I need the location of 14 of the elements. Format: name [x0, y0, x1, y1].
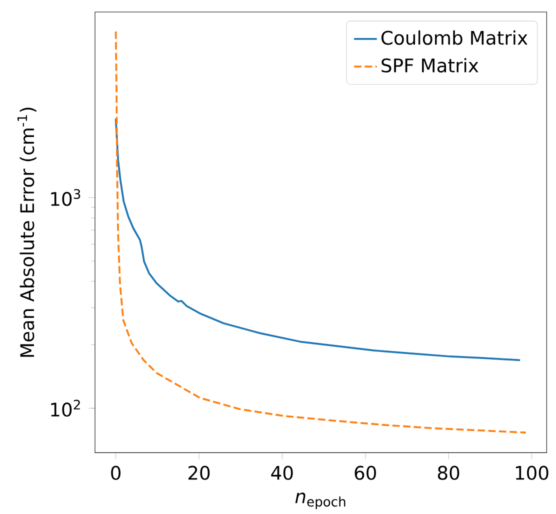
- y-tick-label: 10$^{2}$: [51, 400, 80, 417]
- line-series: [114, 118, 522, 362]
- y-axis-title: Mean Absolute Error (cm$^{-1}$): [17, 108, 36, 357]
- x-tick-label: 40: [271, 466, 293, 480]
- x-tick-label: 80: [438, 466, 460, 480]
- y-tick-label: 10$^{3}$: [51, 189, 80, 206]
- x-axis-title: n$_{epoch}$: [295, 492, 346, 510]
- line-series: [114, 30, 527, 434]
- legend-label: SPF Matrix: [382, 58, 478, 73]
- x-tick-label: 60: [354, 466, 376, 480]
- legend-label: Coulomb Matrix: [381, 30, 528, 45]
- x-tick-label: 0: [111, 466, 121, 480]
- x-tick-label: 20: [188, 466, 210, 480]
- x-tick-label: 100: [516, 466, 548, 480]
